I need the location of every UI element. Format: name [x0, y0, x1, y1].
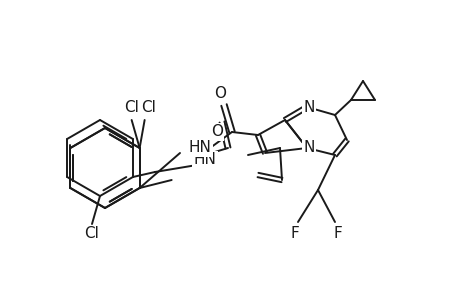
Text: Cl: Cl [84, 226, 99, 242]
Text: F: F [333, 226, 341, 242]
Text: Cl: Cl [141, 100, 156, 116]
Text: O: O [211, 124, 223, 140]
Text: O: O [213, 85, 225, 100]
Text: HN: HN [188, 140, 211, 155]
Text: N: N [302, 100, 314, 115]
Text: N: N [302, 140, 314, 155]
Text: F: F [290, 226, 299, 242]
Text: Cl: Cl [124, 100, 139, 116]
Text: HN: HN [193, 152, 216, 167]
